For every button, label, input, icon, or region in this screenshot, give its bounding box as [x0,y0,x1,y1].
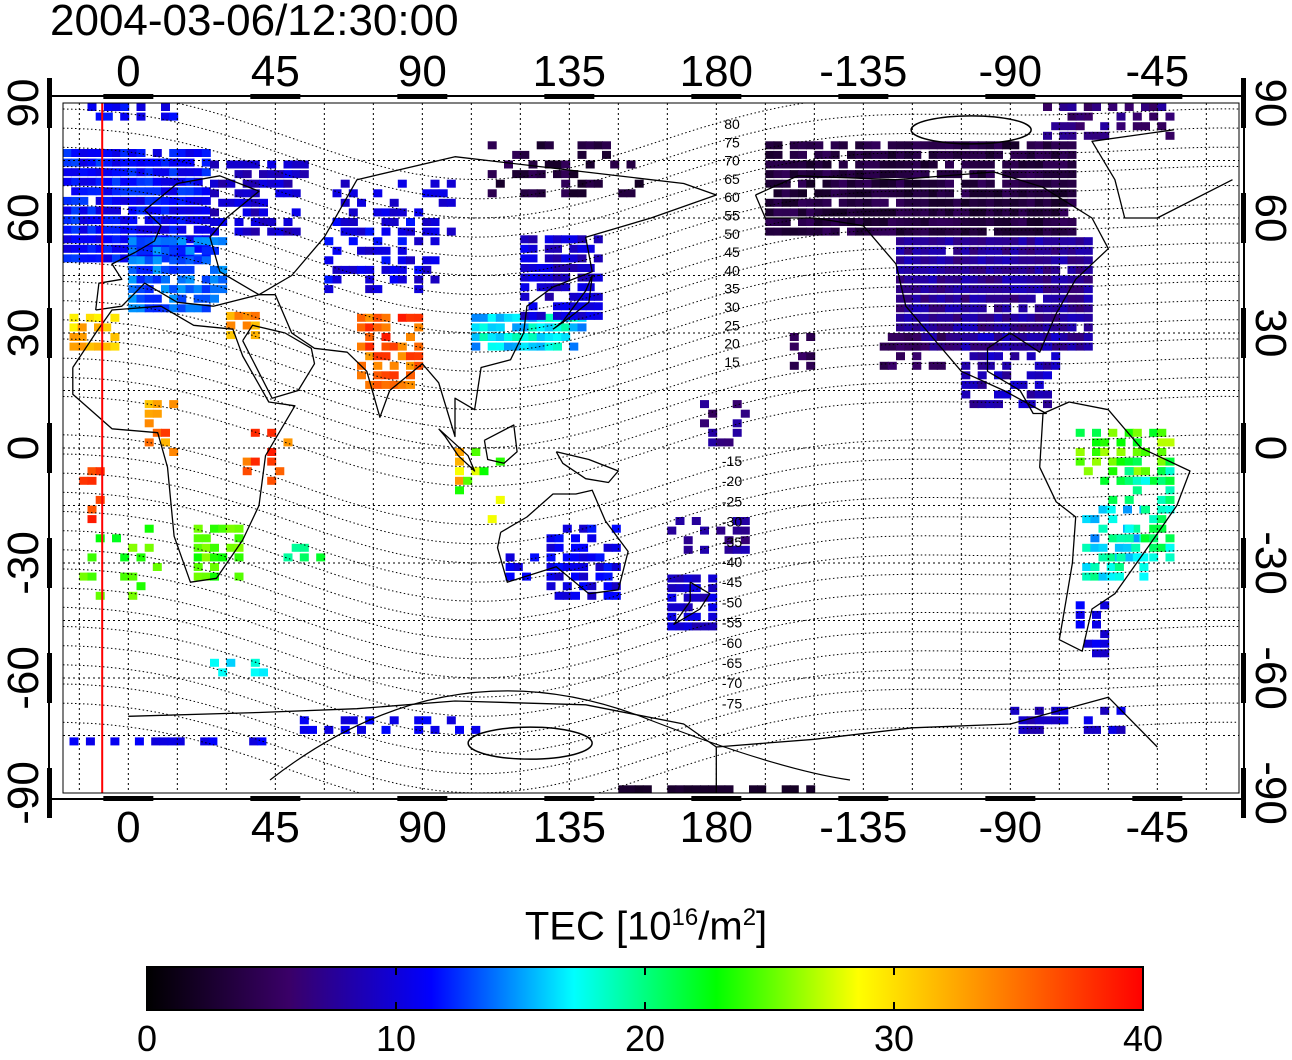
x-tick-label: 0 [116,47,140,96]
y-tick-label: 30 [0,309,48,358]
x-tick-label: 45 [251,803,300,852]
x-tick-label: 90 [398,47,447,96]
contour-label: -15 [722,453,742,469]
contour-label: -50 [722,594,742,610]
y-tick-label: -30 [1246,531,1292,595]
colorbar-tick: 30 [873,1018,915,1059]
x-tick-label: -135 [819,47,907,96]
contour-label: 60 [724,189,740,205]
contour-label: 45 [724,244,740,260]
y-tick-label: 60 [0,194,48,243]
y-tick-label: 60 [1246,194,1292,243]
contour-label: -40 [722,554,742,570]
contour-label: 30 [724,299,740,315]
x-tick-label: 180 [680,47,753,96]
y-tick-label: -60 [0,646,48,710]
tec-measurement-patches [63,103,1175,793]
contour-label: 50 [724,226,740,242]
contour-label: 40 [724,262,740,278]
y-tick-label: -90 [1246,761,1292,825]
colorbar-tick: 0 [136,1018,158,1059]
y-tick-label: -30 [0,531,48,595]
x-tick-label: 90 [398,803,447,852]
contour-label: -55 [722,615,742,631]
x-tick-label: -45 [1126,803,1190,852]
y-tick-label: 0 [0,436,48,460]
contour-label: 65 [724,171,740,187]
colorbar-tickmarks [146,967,1144,1010]
x-tick-label: 135 [533,47,606,96]
y-tick-label: 0 [1246,436,1292,460]
contour-label: -25 [722,493,742,509]
contour-label: 70 [724,153,740,169]
colorbar-title: TEC [1016/m2] [524,904,768,949]
y-tick-label: 30 [1246,309,1292,358]
contour-labels: 80 75 70 65 60 55 50 45 40 35 30 25 20 15 -15 -20 -25 -30… [722,116,742,711]
y-axis-right-labels: 90 60 30 0 -30 -60 -90 [1246,79,1292,825]
y-tick-label: 90 [0,79,48,128]
contour-label: 20 [724,336,740,352]
colorbar-tick: 20 [624,1018,666,1059]
contour-label: 25 [724,317,740,333]
colorbar-tick: 10 [375,1018,417,1059]
y-tick-label: -90 [0,761,48,825]
x-tick-label: 45 [251,47,300,96]
axis-ticks [47,78,1246,818]
contour-label: -65 [722,655,742,671]
contour-label: -60 [722,635,742,651]
contour-label: 75 [724,134,740,150]
contour-label: -35 [722,534,742,550]
contour-label: -45 [722,574,742,590]
contour-label: -70 [722,675,742,691]
contour-label: 15 [724,354,740,370]
x-axis-bottom-labels: 0 45 90 135 180 -135 -90 -45 [116,803,1189,852]
y-axis-left-labels: 90 60 30 0 -30 -60 -90 [0,79,48,825]
x-axis-top-labels: 0 45 90 135 180 -135 -90 -45 [116,47,1189,96]
y-tick-label: -60 [1246,646,1292,710]
contour-label: -75 [722,695,742,711]
colorbar-tick: 40 [1122,1018,1164,1059]
map-timestamp-title: 2004-03-06/12:30:00 [50,0,459,45]
x-tick-label: -90 [979,803,1043,852]
x-tick-label: -135 [819,803,907,852]
lat-lon-grid [63,103,1239,793]
contour-label: 35 [724,281,740,297]
x-tick-label: -45 [1126,47,1190,96]
contour-label: -20 [722,473,742,489]
contour-label: 80 [724,116,740,132]
contour-label: 55 [724,208,740,224]
y-tick-label: 90 [1246,79,1292,128]
coastlines [72,129,1233,793]
x-tick-label: -90 [979,47,1043,96]
x-tick-label: 135 [533,803,606,852]
magnetic-latitude-contours [63,103,1239,793]
contour-label: -30 [722,514,742,530]
x-tick-label: 180 [680,803,753,852]
x-tick-label: 0 [116,803,140,852]
